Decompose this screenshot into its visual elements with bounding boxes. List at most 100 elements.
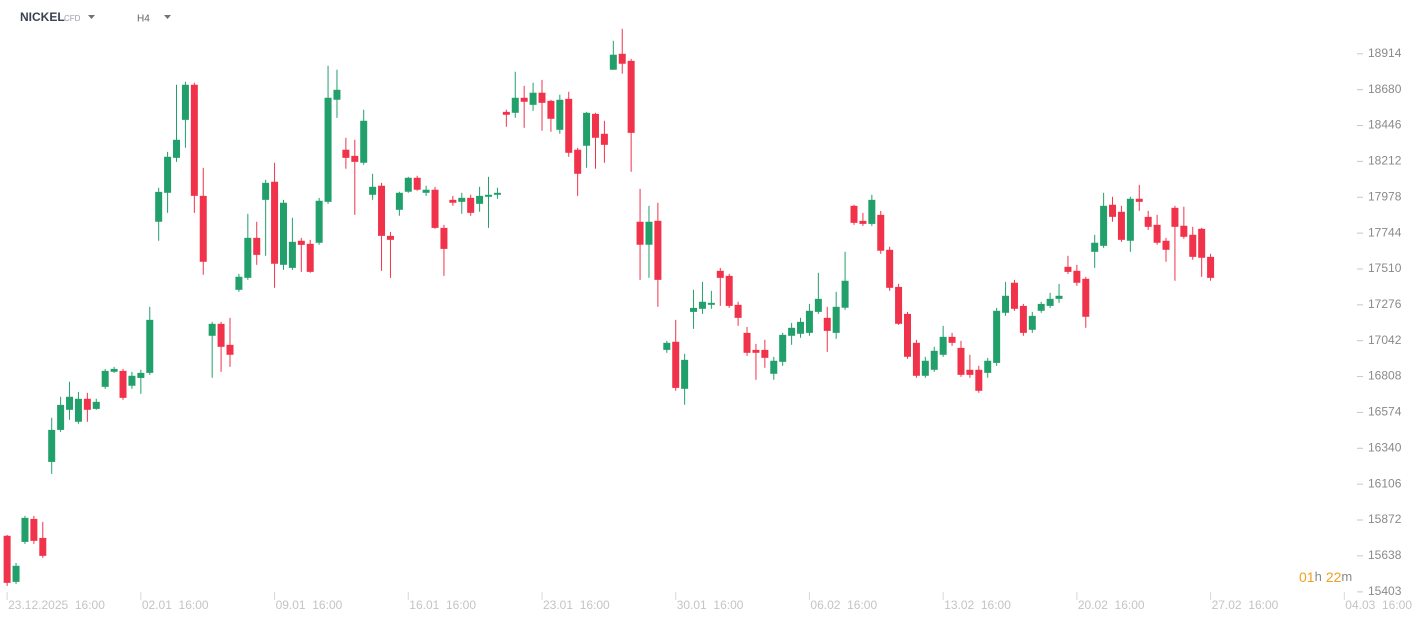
candle-body [181, 84, 189, 120]
candle-body [690, 307, 698, 312]
candle-body [957, 347, 965, 375]
symbol[interactable]: NICKEL [20, 10, 65, 24]
y-tick-label: 18446 [1368, 118, 1402, 132]
instrument-type: CFD [64, 14, 81, 23]
candle-body [868, 199, 876, 224]
candle-body [74, 398, 82, 422]
candle-body [930, 350, 938, 370]
candle-body [984, 360, 992, 373]
candle-body [467, 197, 475, 213]
candle-body [1037, 303, 1045, 311]
candle-body [895, 286, 903, 324]
candle-body [814, 298, 822, 312]
candle-body [520, 97, 528, 102]
candle-body [226, 344, 234, 355]
y-tick-label: 15403 [1368, 584, 1402, 598]
candle-body [672, 341, 680, 388]
candle-body [92, 401, 100, 409]
y-tick-label: 18680 [1368, 82, 1402, 96]
candle-body [208, 323, 216, 336]
y-tick-label: 18914 [1368, 46, 1402, 60]
candle-body [538, 92, 546, 103]
candle-body [324, 97, 332, 202]
candle-body [431, 189, 439, 228]
candle-body [66, 396, 74, 410]
candle-body [57, 404, 65, 430]
candle-body [939, 336, 947, 355]
candle-body [1055, 295, 1063, 299]
y-tick-label: 16106 [1368, 476, 1402, 490]
candle-body [877, 214, 885, 251]
candle-body [395, 192, 403, 210]
candle-body [235, 276, 243, 290]
candle-body [30, 518, 38, 541]
candle-body [119, 370, 127, 398]
candle-body [841, 280, 849, 308]
candle-body [725, 275, 733, 306]
candle-body [1144, 216, 1152, 227]
candle-body [583, 112, 591, 146]
candle-body [12, 565, 20, 582]
candle-body [502, 111, 510, 115]
candle-body [342, 149, 350, 158]
candle-body [288, 241, 296, 268]
candle-body [681, 359, 689, 389]
candle-body [823, 317, 831, 331]
candle-body [948, 336, 956, 343]
y-tick-label: 17510 [1368, 261, 1402, 275]
candle-body [600, 133, 608, 145]
candle-body [1064, 266, 1072, 272]
x-tick-label: 16.01 16:00 [409, 598, 476, 612]
timeframe-dropdown[interactable] [164, 15, 171, 19]
candle-body [993, 310, 1001, 363]
candle-body [770, 360, 778, 374]
candle-body [903, 313, 911, 357]
candle-body [190, 84, 198, 196]
y-tick-label: 15872 [1368, 512, 1402, 526]
candle-body [1162, 240, 1170, 250]
candle-body [609, 54, 617, 70]
candle-body [698, 301, 706, 309]
candle-body [859, 220, 867, 224]
countdown-hours: 01 [1299, 569, 1315, 585]
candle-body [253, 237, 261, 255]
candle-body [618, 53, 626, 64]
x-tick-label: 30.01 16:00 [677, 598, 744, 612]
timeframe[interactable]: H4 [137, 14, 150, 25]
candle-body [360, 120, 368, 163]
x-tick-label: 02.01 16:00 [142, 598, 209, 612]
symbol-dropdown[interactable] [88, 15, 95, 19]
candle-body [476, 195, 484, 204]
countdown-m: m [1341, 569, 1352, 584]
candle-body [966, 369, 974, 375]
candle-body [805, 310, 813, 333]
y-tick-label: 15638 [1368, 548, 1402, 562]
candle-body [493, 192, 501, 195]
y-tick-label: 17978 [1368, 189, 1402, 203]
candle-body [386, 235, 394, 240]
x-tick-label: 27.02 16:00 [1212, 598, 1279, 612]
candle-body [529, 92, 537, 105]
candle-body [413, 177, 421, 190]
candle-body [146, 319, 154, 373]
candle-body [315, 200, 323, 243]
candle-body [101, 370, 109, 387]
candle-body [1180, 225, 1188, 237]
candle-body [591, 113, 599, 138]
y-tick-label: 17042 [1368, 333, 1402, 347]
candle-body [574, 149, 582, 174]
candle-body [975, 369, 983, 391]
x-tick-label: 09.01 16:00 [276, 598, 343, 612]
candle-body [1028, 315, 1036, 330]
candle-body [21, 517, 29, 542]
x-tick-label: 23.01 16:00 [543, 598, 610, 612]
candle-body [306, 243, 314, 272]
candle-body [565, 98, 573, 153]
candle-body [1082, 278, 1090, 317]
candle-body [716, 270, 724, 278]
candle-body [369, 186, 377, 195]
candle-body [1117, 211, 1125, 240]
y-tick-label: 17276 [1368, 297, 1402, 311]
candle-body [378, 185, 386, 236]
candle-body [921, 360, 929, 376]
